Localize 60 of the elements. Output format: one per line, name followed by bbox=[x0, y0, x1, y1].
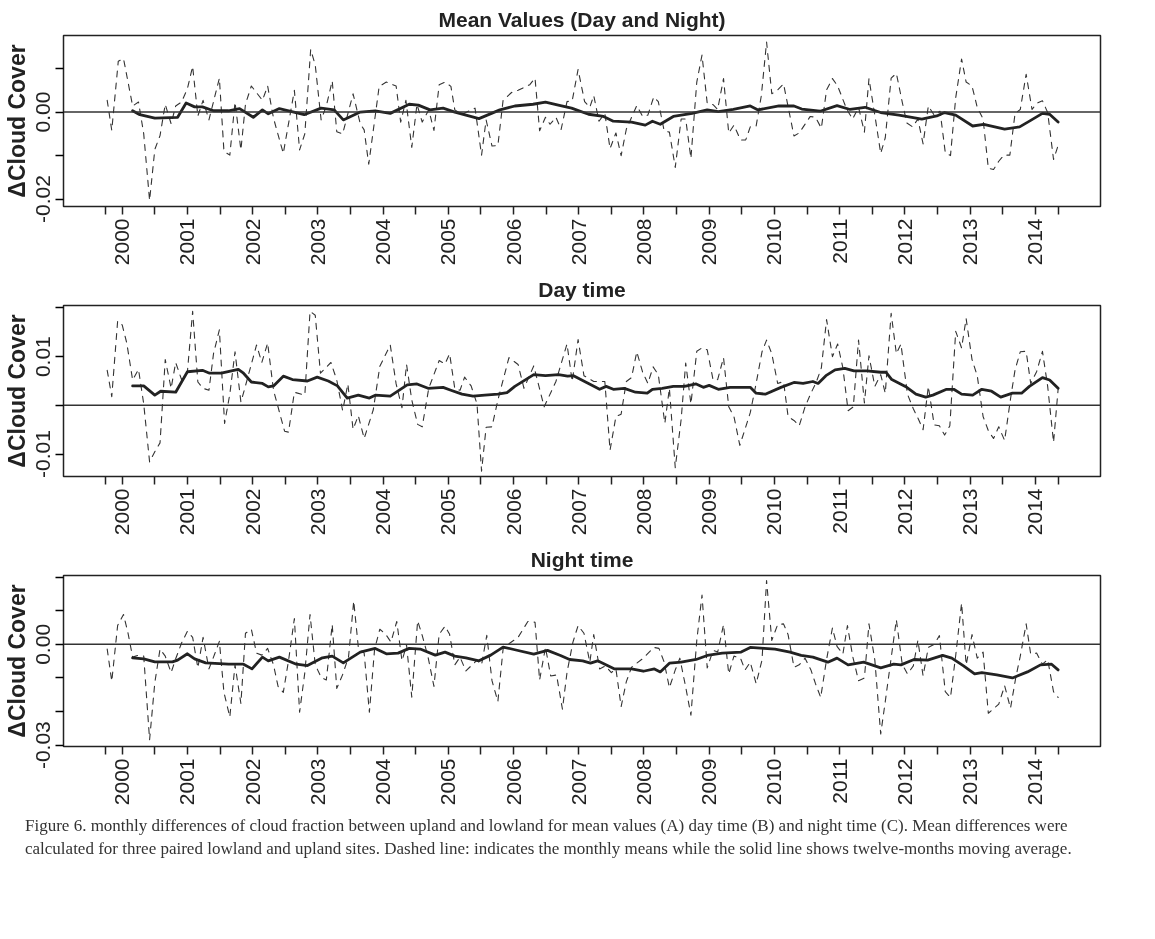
x-tick-label: 2003 bbox=[305, 488, 329, 536]
y-tick-label: -0.01 bbox=[31, 430, 55, 479]
x-tick-label: 2010 bbox=[762, 758, 786, 806]
x-tick-label: 2006 bbox=[501, 758, 525, 806]
x-tick-label: 2001 bbox=[175, 758, 199, 806]
x-tick-label: 2002 bbox=[240, 218, 264, 266]
y-axis-title: ΔCloud Cover bbox=[3, 44, 30, 198]
x-tick-label: 2000 bbox=[110, 488, 134, 536]
line-series bbox=[131, 366, 1060, 400]
x-tick-label: 2011 bbox=[827, 218, 851, 264]
chart-title: Day time bbox=[538, 277, 626, 301]
x-tick-label: 2001 bbox=[175, 488, 199, 536]
x-tick-label: 2007 bbox=[566, 758, 590, 806]
x-tick-label: 2004 bbox=[371, 758, 395, 806]
x-tick-label: 2009 bbox=[697, 488, 721, 536]
x-tick-label: 2014 bbox=[1023, 488, 1047, 536]
x-tick-label: 2000 bbox=[110, 758, 134, 806]
x-tick-label: 2014 bbox=[1023, 758, 1047, 806]
chart-title: Night time bbox=[530, 547, 634, 571]
y-tick-label: 0.00 bbox=[31, 623, 55, 665]
x-tick-label: 2003 bbox=[305, 758, 329, 806]
caption: Figure 6. monthly differences of cloud fraction between upland and lowland for mean values (A) day time (B) and night time (C). Mean differences were calculated for three paired lowland and upland sites. Dashed line: indicates the monthly means while the solid line shows twelve-months moving average. bbox=[25, 815, 1073, 860]
x-tick-label: 2009 bbox=[697, 218, 721, 266]
y-tick-label: -0.02 bbox=[31, 175, 55, 224]
y-tick-label: -0.03 bbox=[31, 721, 55, 770]
x-tick-label: 2008 bbox=[631, 488, 655, 536]
x-tick-label: 2009 bbox=[697, 758, 721, 806]
x-tick-label: 2005 bbox=[436, 218, 460, 266]
x-tick-label: 2004 bbox=[371, 218, 395, 266]
x-tick-label: 2013 bbox=[958, 758, 982, 806]
y-tick-label: 0.00 bbox=[31, 91, 55, 133]
y-tick-label: 0.01 bbox=[31, 336, 55, 378]
x-tick-label: 2008 bbox=[631, 218, 655, 266]
x-tick-label: 2005 bbox=[436, 488, 460, 536]
line-series bbox=[131, 645, 1060, 680]
x-tick-label: 2006 bbox=[501, 218, 525, 266]
x-tick-label: 2002 bbox=[240, 758, 264, 806]
x-tick-label: 2012 bbox=[892, 758, 916, 806]
x-tick-label: 2006 bbox=[501, 488, 525, 536]
x-tick-label: 2010 bbox=[762, 218, 786, 266]
x-tick-label: 2007 bbox=[566, 488, 590, 536]
x-tick-label: 2008 bbox=[631, 758, 655, 806]
chart-title: Mean Values (Day and Night) bbox=[438, 7, 726, 31]
x-tick-label: 2014 bbox=[1023, 218, 1047, 266]
x-tick-label: 2013 bbox=[958, 218, 982, 266]
x-tick-label: 2013 bbox=[958, 488, 982, 536]
x-tick-label: 2001 bbox=[175, 218, 199, 266]
x-tick-label: 2011 bbox=[827, 488, 851, 534]
y-axis-title: ΔCloud Cover bbox=[3, 314, 30, 468]
x-tick-label: 2012 bbox=[892, 218, 916, 266]
x-tick-label: 2007 bbox=[566, 218, 590, 266]
x-tick-label: 2011 bbox=[827, 758, 851, 804]
y-axis-title: ΔCloud Cover bbox=[3, 584, 30, 738]
x-tick-label: 2004 bbox=[371, 488, 395, 536]
x-tick-label: 2010 bbox=[762, 488, 786, 536]
x-tick-label: 2000 bbox=[110, 218, 134, 266]
x-tick-label: 2012 bbox=[892, 488, 916, 536]
x-tick-label: 2005 bbox=[436, 758, 460, 806]
x-tick-label: 2003 bbox=[305, 218, 329, 266]
x-tick-label: 2002 bbox=[240, 488, 264, 536]
